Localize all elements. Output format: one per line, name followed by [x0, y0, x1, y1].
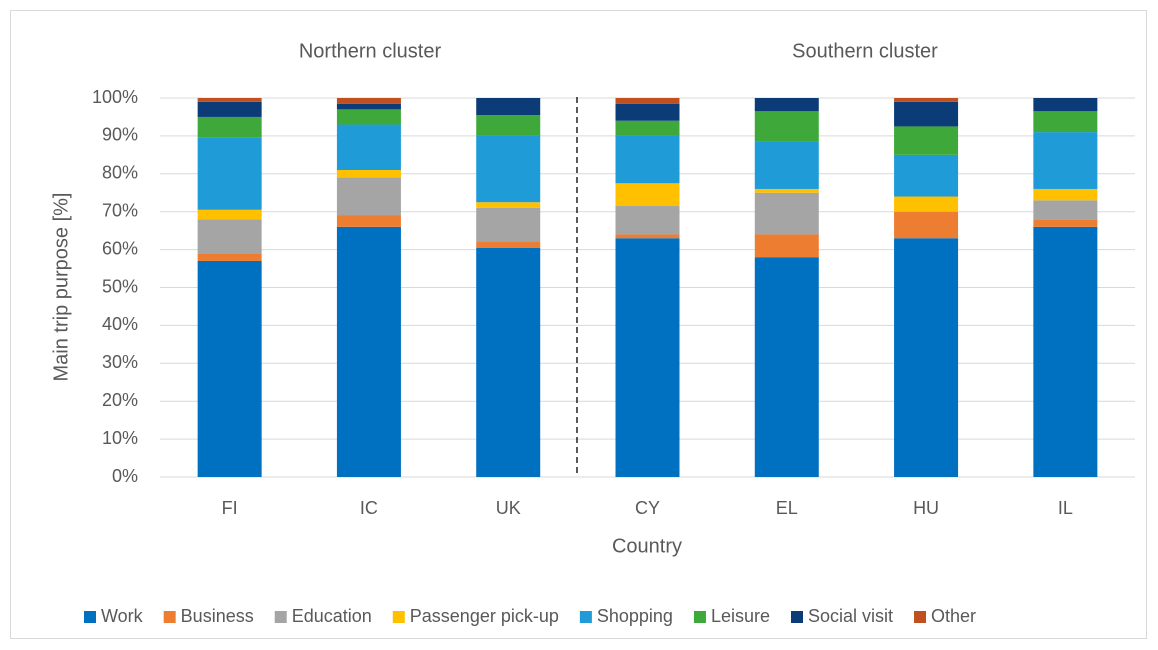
bar-segment	[894, 211, 959, 239]
bar-segment	[336, 170, 401, 178]
legend-label: Passenger pick-up	[410, 606, 559, 626]
bar-segment	[336, 124, 401, 171]
bar-segment	[615, 238, 680, 477]
bar-segment	[894, 101, 959, 127]
bar-segment	[1033, 226, 1098, 477]
y-tick-label: 100%	[92, 87, 138, 107]
y-tick-label: 80%	[102, 163, 138, 183]
bar-segment	[476, 98, 541, 116]
bar-segment	[197, 260, 262, 477]
legend-label: Business	[181, 606, 254, 626]
chart-frame	[10, 10, 1147, 639]
bar-segment	[1033, 132, 1098, 189]
legend-swatch	[274, 611, 287, 623]
bar-segment	[197, 209, 262, 220]
bar-segment	[336, 109, 401, 125]
bar-segment	[754, 192, 819, 235]
x-axis-label: Country	[612, 535, 682, 557]
x-tick-label: FI	[222, 498, 238, 518]
legend-swatch	[579, 611, 592, 623]
bar-segment	[615, 103, 680, 121]
bar-segment	[197, 137, 262, 210]
bar-segment	[894, 196, 959, 212]
bar-segment	[754, 234, 819, 258]
bar-segment	[894, 154, 959, 197]
bar-segment	[754, 98, 819, 112]
legend-swatch	[693, 611, 706, 623]
x-tick-label: UK	[496, 498, 521, 518]
y-tick-label: 90%	[102, 125, 138, 145]
bar-segment	[197, 116, 262, 138]
cluster-label: Northern cluster	[299, 40, 442, 62]
bar-segment	[476, 207, 541, 243]
bar-segment	[615, 234, 680, 239]
bar-segment	[615, 183, 680, 207]
bar-segment	[894, 126, 959, 155]
bar-segment	[476, 115, 541, 136]
legend-label: Leisure	[711, 606, 770, 626]
legend-label: Education	[292, 606, 372, 626]
bar-segment	[615, 98, 680, 104]
y-axis-label: Main trip purpose [%]	[50, 193, 72, 382]
bar-segment	[336, 226, 401, 477]
bar-segment	[476, 135, 541, 203]
bar-segment	[1033, 111, 1098, 133]
y-tick-label: 0%	[112, 466, 138, 486]
bar-segment	[894, 238, 959, 477]
legend-swatch	[84, 611, 96, 623]
legend-label: Shopping	[597, 606, 673, 626]
bar-segment	[615, 206, 680, 235]
y-tick-label: 60%	[102, 238, 138, 258]
bar-segment	[197, 101, 262, 117]
bar-segment	[754, 257, 819, 477]
x-tick-label: HU	[913, 498, 939, 518]
legend-swatch	[791, 611, 803, 623]
bar-segment	[615, 120, 680, 136]
legend-swatch	[914, 611, 927, 623]
bar-segment	[197, 98, 262, 102]
bar-segment	[754, 111, 819, 142]
bar-segment	[476, 242, 541, 248]
bar-segment	[1033, 188, 1098, 201]
bar-segment	[476, 247, 541, 477]
bar-segment	[336, 98, 401, 104]
bar-segment	[894, 98, 959, 102]
legend-label: Social visit	[808, 606, 893, 626]
bar-segment	[476, 202, 541, 208]
y-tick-label: 30%	[102, 352, 138, 372]
bar-segment	[197, 253, 262, 261]
y-tick-label: 50%	[102, 276, 138, 296]
bar-segment	[1033, 200, 1098, 220]
bar-segment	[754, 188, 819, 193]
cluster-label: Southern cluster	[792, 40, 938, 62]
x-tick-label: EL	[776, 498, 798, 518]
bar-segment	[336, 215, 401, 227]
x-tick-label: IC	[360, 498, 378, 518]
bar-segment	[197, 219, 262, 254]
y-tick-label: 10%	[102, 428, 138, 448]
bar-segment	[615, 135, 680, 184]
legend-swatch	[163, 611, 176, 623]
y-tick-label: 70%	[102, 200, 138, 220]
bar-segment	[754, 141, 819, 189]
bar-segment	[1033, 98, 1098, 112]
y-tick-label: 40%	[102, 314, 138, 334]
y-tick-label: 20%	[102, 390, 138, 410]
legend-label: Work	[101, 606, 144, 626]
bar-segment	[1033, 219, 1098, 227]
x-tick-label: IL	[1058, 498, 1073, 518]
bar-segment	[336, 177, 401, 216]
legend-label: Other	[931, 606, 976, 626]
x-tick-label: CY	[635, 498, 660, 518]
bar-segment	[336, 103, 401, 110]
legend-swatch	[392, 611, 405, 623]
